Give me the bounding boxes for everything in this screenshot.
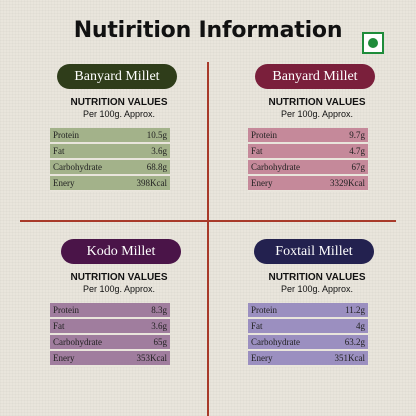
millet-name-pill: Foxtail Millet [254,239,374,264]
nutrient-label: Enery [50,175,123,192]
per-100g-label: Per 100g. Approx. [280,109,354,119]
nutrition-values-heading: NUTRITION VALUES [268,97,366,108]
table-row: Enery 3329Kcal [248,175,368,192]
table-row: Protein 11.2g [248,303,368,319]
table-row: Fat 4g [248,318,368,335]
table-row: Fat 4.7g [248,143,368,160]
nutrient-value: 3.6g [122,143,170,160]
nutrient-value: 398Kcal [122,175,170,192]
nutrient-label: Carbohydrate [50,159,123,176]
vertical-divider [207,62,209,416]
page-title: Nutirition Information [73,18,343,43]
nutrition-values-heading: NUTRITION VALUES [70,272,168,283]
table-row: Fat 3.6g [50,143,170,160]
nutrient-value: 67g [316,159,368,176]
veg-symbol-icon [362,32,384,54]
nutrient-label: Enery [248,350,321,367]
per-100g-label: Per 100g. Approx. [82,284,156,294]
nutrition-table: Protein 11.2g Fat 4g Carbohydrate 63.2g Ene… [248,303,368,367]
table-row: Enery 351Kcal [248,350,368,367]
millet-name-pill: Kodo Millet [61,239,181,264]
table-row: Carbohydrate 68.8g [50,159,170,176]
nutrient-value: 353Kcal [122,350,170,367]
table-row: Protein 9.7g [248,128,368,144]
nutrient-label: Fat [248,143,317,160]
nutrient-label: Protein [248,303,321,319]
nutrient-value: 63.2g [320,334,368,351]
nutrient-label: Enery [248,175,317,192]
nutrient-value: 3.6g [122,318,170,335]
table-row: Enery 398Kcal [50,175,170,192]
table-row: Carbohydrate 67g [248,159,368,176]
nutrition-table: Protein 10.5g Fat 3.6g Carbohydrate 68.8g E… [50,128,170,192]
table-row: Carbohydrate 65g [50,334,170,351]
nutrient-label: Protein [50,128,123,144]
nutrient-value: 68.8g [122,159,170,176]
per-100g-label: Per 100g. Approx. [82,109,156,119]
nutrient-value: 65g [122,334,170,351]
millet-name-pill: Banyard Millet [255,64,375,89]
nutrition-values-heading: NUTRITION VALUES [70,97,168,108]
nutrition-table: Protein 8.3g Fat 3.6g Carbohydrate 65g Ener… [50,303,170,367]
panel-banyard-millet-1: Banyard Millet NUTRITION VALUES Per 100g… [44,64,194,192]
nutrient-label: Fat [50,143,123,160]
nutrient-value: 9.7g [316,128,368,144]
panel-kodo-millet: Kodo Millet NUTRITION VALUES Per 100g. A… [44,239,194,367]
horizontal-divider [20,220,396,222]
nutrient-value: 4g [320,318,368,335]
table-row: Protein 10.5g [50,128,170,144]
nutrient-label: Fat [248,318,321,335]
nutrient-label: Carbohydrate [248,159,317,176]
table-row: Protein 8.3g [50,303,170,319]
nutrient-value: 10.5g [122,128,170,144]
nutrient-label: Carbohydrate [248,334,321,351]
panel-foxtail-millet: Foxtail Millet NUTRITION VALUES Per 100g… [242,239,392,367]
nutrient-label: Fat [50,318,123,335]
per-100g-label: Per 100g. Approx. [280,284,354,294]
nutrient-label: Protein [248,128,317,144]
panel-banyard-millet-2: Banyard Millet NUTRITION VALUES Per 100g… [242,64,392,192]
millet-name-pill: Banyard Millet [57,64,177,89]
nutrient-value: 4.7g [316,143,368,160]
nutrition-values-heading: NUTRITION VALUES [268,272,366,283]
table-row: Enery 353Kcal [50,350,170,367]
nutrient-value: 3329Kcal [316,175,368,192]
nutrient-label: Carbohydrate [50,334,123,351]
nutrient-value: 351Kcal [320,350,368,367]
table-row: Fat 3.6g [50,318,170,335]
nutrient-value: 8.3g [122,303,170,319]
nutrient-label: Protein [50,303,123,319]
nutrient-value: 11.2g [320,303,368,319]
nutrient-label: Enery [50,350,123,367]
veg-dot [368,38,378,48]
table-row: Carbohydrate 63.2g [248,334,368,351]
nutrition-table: Protein 9.7g Fat 4.7g Carbohydrate 67g Ener… [248,128,368,192]
